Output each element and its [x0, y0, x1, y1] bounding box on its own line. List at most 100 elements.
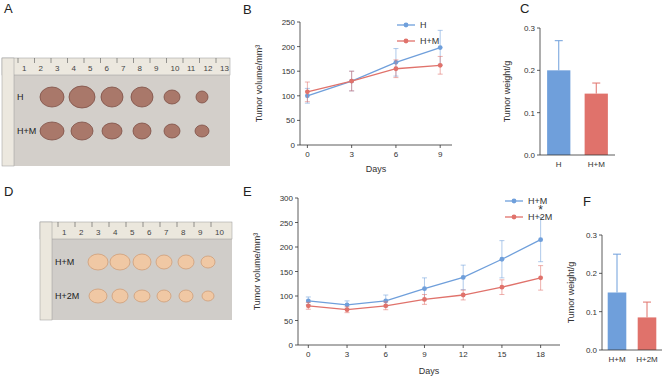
panel-letter: B [243, 2, 252, 17]
tumor [71, 122, 93, 140]
ruler-vertical [2, 58, 14, 166]
marker [422, 297, 427, 302]
ruler-label: 7 [164, 228, 169, 237]
chart: B050100150200250Tumor volume/mm³0369Days… [243, 2, 452, 174]
ruler-tick [100, 58, 101, 63]
x-tick-label: 3 [349, 150, 354, 159]
tumor [112, 289, 128, 303]
ruler-tick [58, 222, 59, 227]
ruler-tick [67, 58, 68, 63]
error-bar [538, 266, 543, 291]
y-tick-label: 0 [289, 341, 294, 350]
ruler-label: 1 [22, 64, 27, 73]
plot-area [608, 254, 657, 350]
y-axis-title: Tumor volume/mm³ [254, 45, 264, 123]
marker [305, 89, 310, 94]
figure: A12345678910111213HH+MD12345678910H+MH+2… [0, 0, 669, 382]
y-tick [295, 296, 298, 297]
ruler-tick [84, 58, 85, 63]
ruler-label: 5 [88, 64, 93, 73]
y-tick-label: 100 [280, 292, 294, 301]
error-bar [422, 295, 427, 305]
y-axis [540, 28, 541, 155]
row-label: H [17, 92, 24, 102]
chart: F0.00.10.20.3Tumor weight/gH+MH+2M [566, 194, 662, 364]
marker [538, 275, 543, 280]
error-bar [305, 82, 310, 102]
x-tick [385, 345, 386, 348]
ruler-tick [166, 58, 167, 63]
ruler-tick [18, 58, 19, 63]
tumor [131, 87, 153, 107]
ruler-tick [177, 222, 178, 227]
ruler-tick [216, 58, 217, 63]
error-bar [306, 302, 311, 309]
error-bar [555, 41, 563, 71]
ruler-label: 10 [215, 228, 224, 237]
ruler-tick [75, 222, 76, 227]
y-tick [297, 71, 300, 72]
ruler-tick [133, 58, 134, 63]
x-tick-label: H+M [588, 160, 605, 169]
ruler-label: 9 [198, 228, 203, 237]
panel-letter: E [243, 184, 252, 199]
tumor [156, 255, 172, 269]
y-tick [599, 311, 602, 312]
x-axis [300, 145, 452, 146]
row-label: H+2M [55, 291, 79, 301]
error-bar [438, 56, 443, 74]
ruler-label: 6 [105, 64, 110, 73]
ruler-tick [143, 222, 144, 227]
x-tick [540, 345, 541, 348]
series-line [307, 65, 440, 92]
y-tick [537, 112, 540, 113]
photo-panel: A12345678910111213HH+M [2, 1, 230, 166]
bar [547, 70, 570, 155]
error-bar [345, 307, 350, 313]
y-tick-label: 0 [291, 141, 296, 150]
legend-label: H [420, 20, 427, 30]
legend-marker [404, 39, 409, 44]
legend-label: H+M [420, 36, 439, 46]
tumor [134, 290, 150, 302]
x-tick [501, 345, 502, 348]
x-tick-label: 6 [394, 150, 399, 159]
marker [438, 63, 443, 68]
tumor [157, 290, 171, 302]
plot-area [306, 218, 543, 313]
y-tick-label: 250 [280, 219, 294, 228]
tumor [69, 86, 95, 108]
y-tick-label: 100 [282, 92, 296, 101]
y-tick-label: 250 [282, 18, 296, 27]
marker [500, 257, 505, 262]
x-axis [298, 345, 560, 346]
ruler-label: 8 [138, 64, 143, 73]
chart: E050100150200250300Tumor volume/mm³03691… [243, 184, 560, 376]
ruler-label: 11 [187, 64, 196, 73]
y-tick [295, 247, 298, 248]
error-bar [613, 254, 621, 292]
y-axis-title: Tumor weight/g [566, 262, 576, 324]
ruler-tick [34, 58, 35, 63]
x-tick-label: 0 [306, 350, 311, 359]
y-tick-label: 0.1 [586, 308, 598, 317]
y-tick-label: 0.1 [524, 109, 536, 118]
error-bar [349, 71, 354, 91]
ruler-label: 5 [130, 228, 135, 237]
legend-marker [512, 199, 517, 204]
ruler-tick [92, 222, 93, 227]
tumor [164, 90, 180, 104]
tumor [179, 290, 193, 302]
panel-letter: F [583, 194, 591, 209]
y-tick [599, 235, 602, 236]
marker [422, 286, 427, 291]
marker [383, 303, 388, 308]
y-tick-label: 150 [282, 67, 296, 76]
y-tick-label: 200 [282, 43, 296, 52]
tumor [178, 255, 194, 269]
ruler-label: 3 [96, 228, 101, 237]
x-tick-label: 0 [305, 150, 310, 159]
x-axis [602, 350, 662, 351]
y-tick [599, 350, 602, 351]
bar [608, 293, 627, 351]
